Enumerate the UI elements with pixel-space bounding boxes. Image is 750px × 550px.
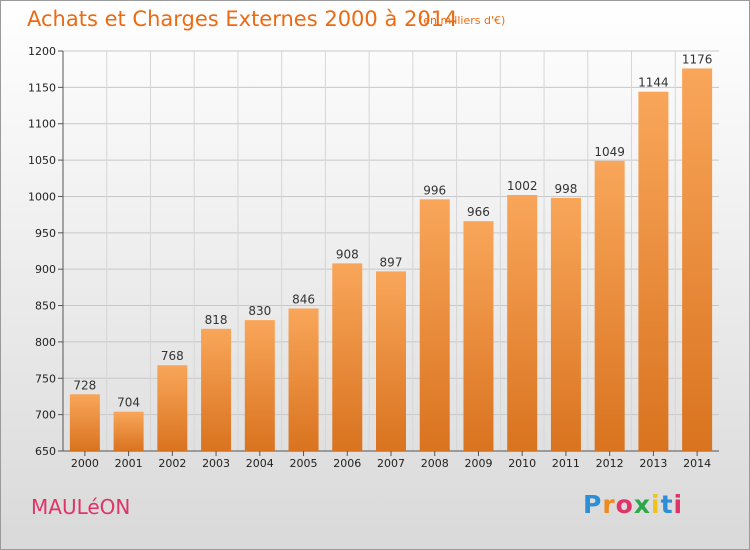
y-tick-label: 1000 <box>28 190 56 203</box>
x-tick-label: 2008 <box>421 457 449 470</box>
y-tick-label: 1050 <box>28 154 56 167</box>
proxiti-logo: Proxiti <box>583 490 683 519</box>
bar-value-label: 908 <box>336 247 359 261</box>
x-tick-label: 2010 <box>508 457 536 470</box>
y-tick-label: 650 <box>35 445 56 458</box>
bar <box>550 197 581 451</box>
y-tick-label: 1100 <box>28 118 56 131</box>
logo-letter: o <box>615 490 634 519</box>
bar <box>376 271 406 451</box>
x-tick-label: 2011 <box>552 457 580 470</box>
logo-letter: x <box>633 490 651 519</box>
y-tick-label: 850 <box>35 300 56 313</box>
chart-unit: (en milliers d'€) <box>419 14 506 27</box>
y-tick-label: 800 <box>35 336 56 349</box>
bar-value-label: 818 <box>205 313 228 327</box>
bar-value-label: 830 <box>248 304 271 318</box>
bar-value-label: 846 <box>292 292 315 306</box>
chart-title: Achats et Charges Externes 2000 à 2014 <box>27 7 458 31</box>
bar <box>157 365 188 451</box>
y-tick-label: 950 <box>35 227 56 240</box>
bar <box>288 308 319 451</box>
bars <box>69 68 713 452</box>
y-tick-label: 1150 <box>28 81 56 94</box>
x-tick-label: 2003 <box>202 457 230 470</box>
y-tick-label: 700 <box>35 409 56 422</box>
x-tick-label: 2013 <box>639 457 667 470</box>
bar <box>594 160 625 451</box>
axes: 650 700 750 800 850 900 950 1000 1050 1100 1150 120… <box>28 45 719 470</box>
x-tick-label: 2014 <box>683 457 711 470</box>
bar-value-label: 1049 <box>594 145 625 159</box>
bar-value-label: 1176 <box>682 52 713 66</box>
logo-letter: r <box>602 490 616 519</box>
logo-letter: i <box>651 490 661 519</box>
y-tick-label: 1200 <box>28 45 56 58</box>
x-tick-label: 2002 <box>158 457 186 470</box>
x-tick-label: 2012 <box>596 457 624 470</box>
commune-name: MAULéON <box>31 495 131 519</box>
bar-value-label: 1002 <box>507 179 538 193</box>
bar <box>69 394 100 451</box>
bar <box>682 68 713 452</box>
bar <box>244 320 275 451</box>
x-tick-label: 2004 <box>246 457 274 470</box>
data-labels: 728 704 768 818 830 846 908 897 996 966 1002 998 104… <box>73 52 712 409</box>
x-tick-label: 2000 <box>71 457 99 470</box>
x-tick-label: 2001 <box>115 457 143 470</box>
x-tick-label: 2006 <box>333 457 361 470</box>
bar <box>332 263 363 451</box>
logo-letter: P <box>583 490 603 519</box>
x-tick-label: 2005 <box>290 457 318 470</box>
bar-value-label: 998 <box>554 182 577 196</box>
bar <box>463 221 494 451</box>
y-tick-label: 750 <box>35 372 56 385</box>
bar-value-label: 728 <box>73 378 96 392</box>
bar-value-label: 996 <box>423 183 446 197</box>
bar <box>201 328 232 451</box>
logo-letter: i <box>673 490 684 519</box>
bar-value-label: 1144 <box>638 76 669 90</box>
y-tick-label: 900 <box>35 263 56 276</box>
bar-value-label: 897 <box>380 255 403 269</box>
bar <box>419 199 450 451</box>
logo-letter: t <box>660 490 674 519</box>
bar <box>507 195 538 451</box>
bar-value-label: 966 <box>467 205 490 219</box>
bar-value-label: 768 <box>161 349 184 363</box>
bar <box>113 411 144 451</box>
x-tick-label: 2009 <box>464 457 492 470</box>
bar-value-label: 704 <box>117 396 140 410</box>
x-tick-label: 2007 <box>377 457 405 470</box>
bar <box>638 91 669 452</box>
